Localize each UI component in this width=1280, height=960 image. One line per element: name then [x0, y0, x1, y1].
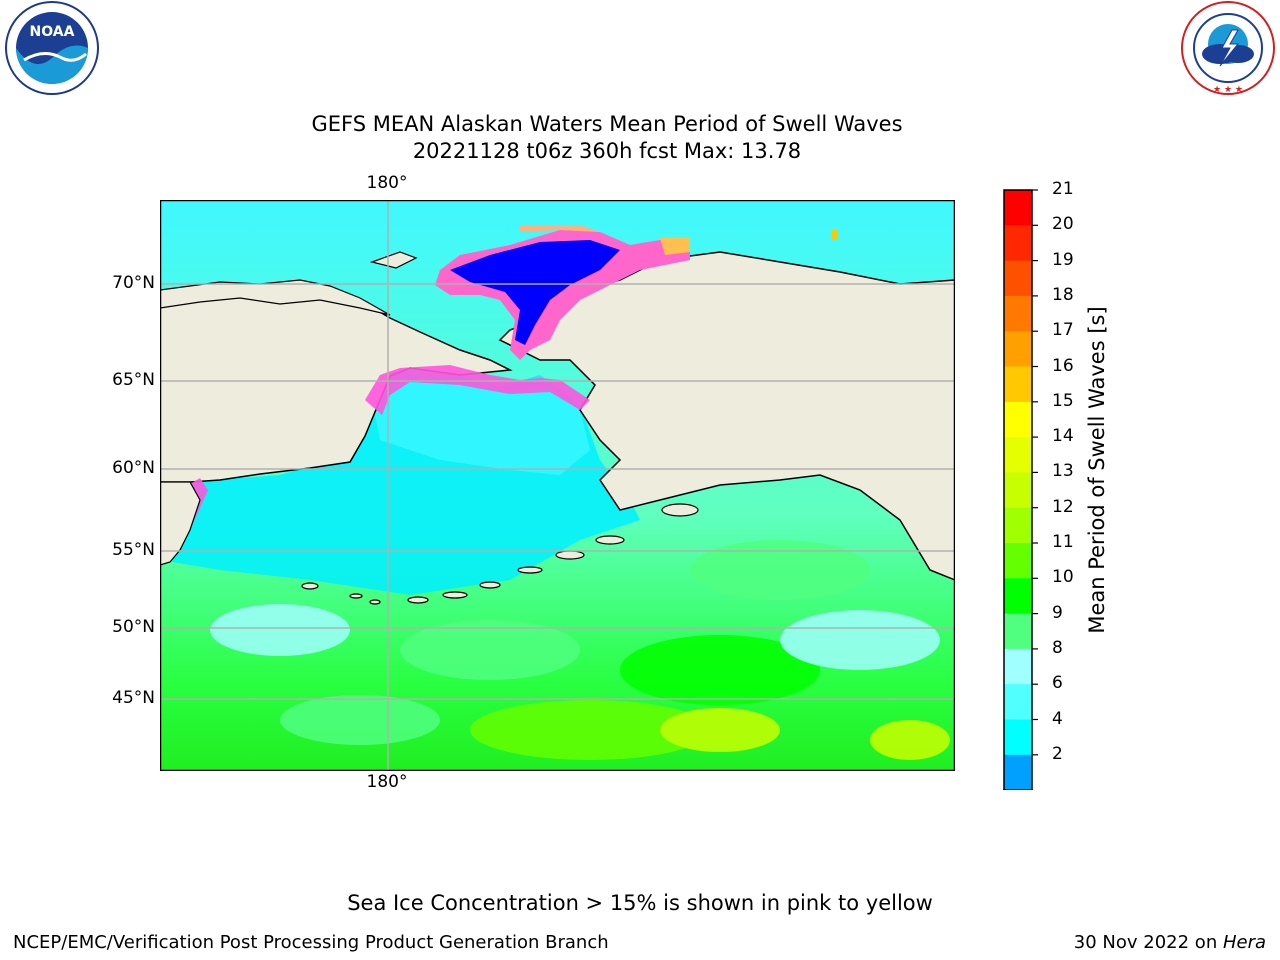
- ice-edge-yellow: [660, 238, 690, 255]
- footer-left: NCEP/EMC/Verification Post Processing Pr…: [13, 932, 609, 953]
- lat-label-55: 55°N: [112, 540, 155, 560]
- footer-machine: Hera: [1222, 932, 1266, 953]
- colorbar-segment: [1004, 648, 1032, 685]
- noaa-logo-text: NOAA: [30, 24, 75, 40]
- nws-logo: ★ ★ ★: [1176, 0, 1280, 100]
- map-frame: [160, 200, 955, 771]
- sea-ice-blue-core: [450, 240, 620, 345]
- nws-logo-icon: ★ ★ ★: [1181, 1, 1275, 95]
- colorbar-segment: [1004, 684, 1032, 720]
- colorbar-tick-label: 14: [1052, 426, 1074, 447]
- colorbar-label-text: Mean Period of Swell Waves [s]: [1085, 306, 1109, 634]
- lat-label-60: 60°N: [112, 458, 155, 478]
- colorbar-segment: [1004, 331, 1032, 367]
- colorbar-tick-label: 17: [1052, 320, 1074, 341]
- chart-title-line2: 20221128 t06z 360h fcst Max: 13.78: [412, 139, 802, 163]
- colorbar-tick-label: 19: [1052, 249, 1074, 270]
- colorbar-tick-label: 16: [1052, 355, 1074, 376]
- colorbar-segment: [1004, 260, 1032, 297]
- colorbar-tick-label: 21: [1052, 179, 1074, 199]
- colorbar-segment: [1004, 472, 1032, 509]
- chart-title-line1: GEFS MEAN Alaskan Waters Mean Period of …: [311, 112, 903, 136]
- sea-ice-note: Sea Ice Concentration > 15% is shown in …: [347, 891, 933, 915]
- colorbar-tick-label: 8: [1052, 637, 1063, 658]
- colorbar-tick-label: 4: [1052, 708, 1063, 729]
- noaa-logo: NOAA: [0, 0, 104, 100]
- colorbar-tick-label: 11: [1052, 532, 1074, 552]
- colorbar-tick-label: 12: [1052, 496, 1074, 517]
- colorbar-frame: [1003, 189, 1033, 790]
- colorbar-tick-label: 20: [1052, 214, 1074, 235]
- colorbar-tick-label: 6: [1052, 673, 1063, 694]
- colorbar-segment: [1004, 295, 1032, 332]
- footer-right: 30 Nov 2022 on Hera: [1074, 932, 1266, 953]
- colorbar-segment: [1004, 719, 1032, 756]
- colorbar-segment: [1004, 543, 1032, 579]
- footer-date: 30 Nov 2022 on: [1073, 932, 1223, 953]
- aleutian-islands: [301, 503, 699, 605]
- sea-ice-bering: [365, 365, 590, 415]
- ice-speck: [832, 230, 837, 240]
- lat-label-45: 45°N: [112, 688, 155, 708]
- swell-patches: [210, 540, 950, 760]
- land-kamchatka: [160, 481, 201, 566]
- bering-inner: [370, 370, 590, 475]
- colorbar-segment: [1004, 754, 1032, 790]
- colorbar: [1002, 189, 1038, 790]
- colorbar-tick-label: 9: [1052, 602, 1063, 623]
- lat-label-65: 65°N: [112, 370, 155, 390]
- colorbar-tick-label: 2: [1052, 743, 1063, 764]
- colorbar-tick-label: 15: [1052, 390, 1074, 411]
- svg-text:★ ★ ★: ★ ★ ★: [1213, 85, 1243, 95]
- colorbar-tick-label: 13: [1052, 461, 1074, 482]
- lat-label-70: 70°N: [112, 273, 155, 293]
- ice-edge-orange: [520, 225, 600, 232]
- colorbar-segment: [1004, 613, 1032, 650]
- lon-label-top: 180°: [366, 173, 408, 193]
- graticule: [160, 200, 955, 771]
- colorbar-segment: [1004, 437, 1032, 473]
- colorbar-segment: [1004, 366, 1032, 403]
- colorbar-segment: [1004, 225, 1032, 262]
- map-panel: [160, 200, 955, 771]
- colorbar-segment: [1004, 578, 1032, 615]
- colorbar-segment: [1004, 190, 1032, 226]
- lon-label-bottom: 180°: [366, 772, 408, 792]
- colorbar-segment: [1004, 401, 1032, 438]
- colorbar-tick-label: 18: [1052, 284, 1074, 305]
- colorbar-tick-label: 10: [1052, 567, 1074, 588]
- noaa-logo-icon: NOAA: [5, 1, 99, 95]
- lat-label-50: 50°N: [112, 617, 155, 637]
- colorbar-segment: [1004, 507, 1032, 544]
